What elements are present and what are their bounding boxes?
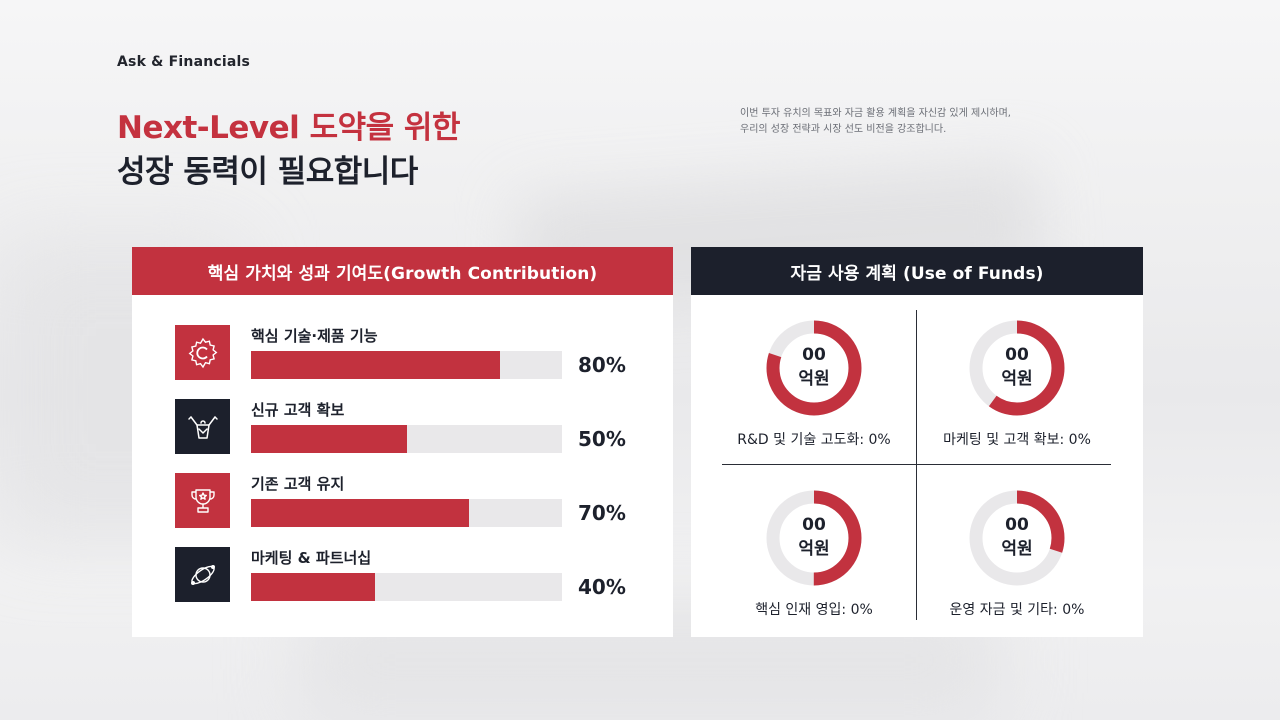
- fund-amount: 00: [1005, 345, 1029, 365]
- fund-caption: 운영 자금 및 기타: 0%: [949, 602, 1085, 618]
- trophy-icon: [175, 473, 230, 528]
- metric-percent: 40%: [578, 575, 626, 599]
- fund-item-marketing: 00 억원 마케팅 및 고객 확보: 0%: [917, 319, 1117, 459]
- donut-segment: [969, 320, 1065, 416]
- donut-chart: [969, 320, 1065, 416]
- fund-unit: 억원: [798, 539, 830, 559]
- metric-label: 핵심 기술·제품 기능: [251, 327, 378, 345]
- progress-track: [251, 499, 562, 527]
- fund-unit: 억원: [1001, 539, 1033, 559]
- fund-item-rnd: 00 억원 R&D 및 기술 고도화: 0%: [714, 319, 914, 459]
- donut-segment: [766, 320, 862, 416]
- fund-caption: R&D 및 기술 고도화: 0%: [737, 432, 891, 448]
- growth-card-header: 핵심 가치와 성과 기여도(Growth Contribution): [132, 247, 673, 295]
- metric-label: 신규 고객 확보: [251, 401, 345, 419]
- progress-fill: [251, 573, 376, 601]
- description-line2: 우리의 성장 전략과 시장 선도 비전을 강조합니다.: [740, 124, 947, 135]
- metric-percent: 80%: [578, 353, 626, 377]
- donut-segment: [766, 490, 862, 586]
- fund-amount: 00: [802, 345, 826, 365]
- fund-item-talent: 00 억원 핵심 인재 영입: 0%: [714, 489, 914, 629]
- page-title-line1: Next-Level 도약을 위한: [117, 110, 460, 146]
- fund-caption: 마케팅 및 고객 확보: 0%: [943, 432, 1091, 448]
- metric-row-core-tech: 핵심 기술·제품 기능 80%: [175, 325, 645, 381]
- page-description: 이번 투자 유치의 목표와 자금 활용 계획을 자신감 있게 제시하며, 우리의…: [740, 106, 1060, 138]
- progress-fill: [251, 351, 500, 379]
- metric-row-new-customers: 신규 고객 확보 50%: [175, 399, 645, 455]
- fund-amount: 00: [802, 515, 826, 535]
- metric-label: 기존 고객 유지: [251, 475, 345, 493]
- fund-unit: 억원: [798, 369, 830, 389]
- donut-chart: [969, 490, 1065, 586]
- metric-label: 마케팅 & 파트너십: [251, 549, 372, 567]
- donut-segment: [969, 490, 1065, 586]
- grid-divider-vertical: [916, 310, 917, 620]
- donut-chart: [766, 490, 862, 586]
- funds-card-header: 자금 사용 계획 (Use of Funds): [691, 247, 1143, 295]
- progress-track: [251, 351, 562, 379]
- metric-percent: 70%: [578, 501, 626, 525]
- description-line1: 이번 투자 유치의 목표와 자금 활용 계획을 자신감 있게 제시하며,: [740, 108, 1011, 119]
- donut-chart: [766, 320, 862, 416]
- page-title-line2: 성장 동력이 필요합니다: [117, 154, 418, 190]
- metric-row-marketing: 마케팅 & 파트너십 40%: [175, 547, 645, 603]
- metric-row-retention: 기존 고객 유지 70%: [175, 473, 645, 529]
- fund-unit: 억원: [1001, 369, 1033, 389]
- cheering-person-icon: [175, 399, 230, 454]
- fund-amount: 00: [1005, 515, 1029, 535]
- metric-percent: 50%: [578, 427, 626, 451]
- progress-fill: [251, 499, 469, 527]
- grid-divider-horizontal: [722, 464, 1111, 465]
- gear-icon: [175, 325, 230, 380]
- progress-track: [251, 425, 562, 453]
- progress-fill: [251, 425, 407, 453]
- fund-item-operations: 00 억원 운영 자금 및 기타: 0%: [917, 489, 1117, 629]
- growth-contribution-card: 핵심 가치와 성과 기여도(Growth Contribution) 핵심 기술…: [132, 247, 673, 637]
- progress-track: [251, 573, 562, 601]
- orbit-icon: [175, 547, 230, 602]
- fund-caption: 핵심 인재 영입: 0%: [755, 602, 873, 618]
- use-of-funds-card: 자금 사용 계획 (Use of Funds) 00 억원 R&D 및 기술 고…: [691, 247, 1143, 637]
- section-label: Ask & Financials: [117, 54, 251, 70]
